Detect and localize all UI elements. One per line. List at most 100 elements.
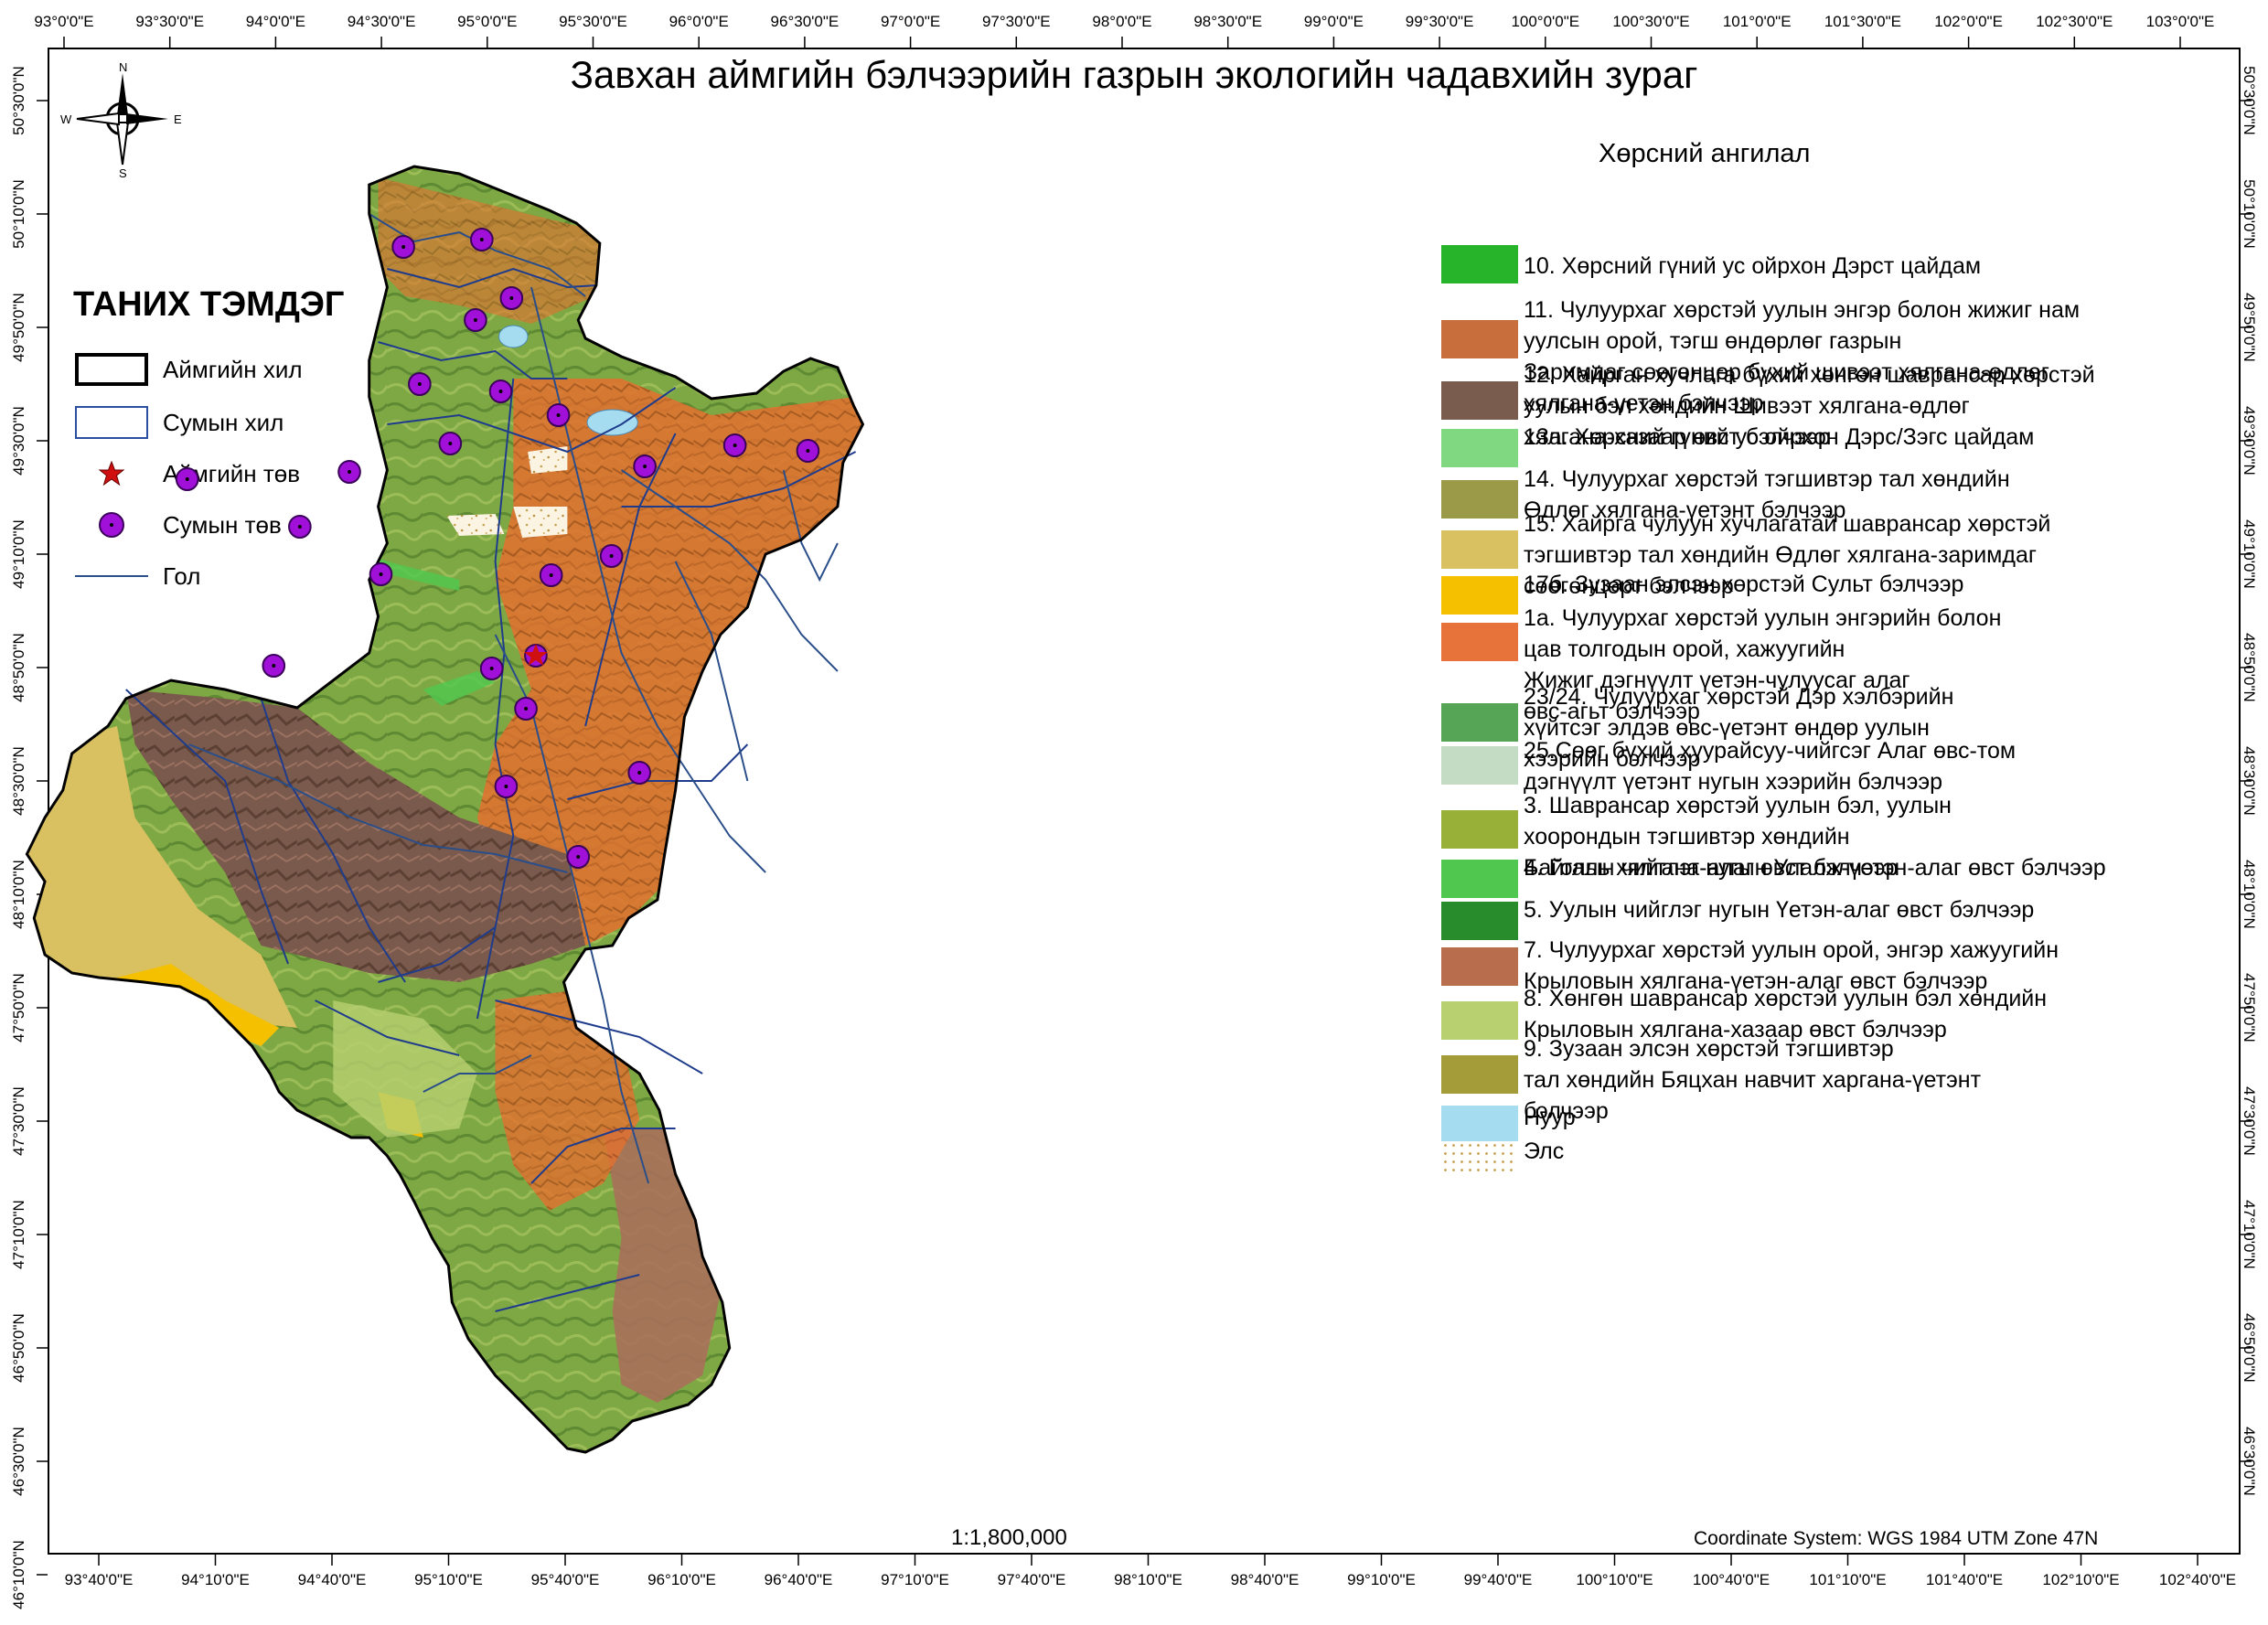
symbol-legend-heading: ТАНИХ ТЭМДЭГ [73,285,345,324]
longitude-tick-label: 98°0'0"E [1092,13,1152,30]
legend-label: 13а. Хөрсний гүний ус ойрхон Дэрс/Зэгс ц… [1524,424,2035,450]
legend-label: Гол [163,561,201,590]
sum-center-marker[interactable] [262,654,286,678]
scale-text: 1:1,800,000 [951,1525,1067,1550]
longitude-tick-label: 99°30'0"E [1405,13,1474,30]
legend-swatch [1441,1141,1518,1172]
legend-label: 4. Голын чийглэг нугын Улалж-үетэн-алаг … [1524,854,2106,881]
longitude-tick-label: 98°30'0"E [1193,13,1263,30]
legend-swatch [1441,809,1518,849]
longitude-tick-label: 94°10'0"E [181,1571,250,1588]
sum-center-marker[interactable] [337,460,361,484]
legend-swatch [1441,429,1518,467]
sum-boundaries [125,267,857,1312]
longitude-tick-label: 99°10'0"E [1347,1571,1416,1588]
sum-center-marker[interactable] [288,515,312,539]
legend-label: 8. Хөнгөн шаврансар хөрстэй уулын бэл хө… [1524,985,2048,1042]
west-label: W [60,112,72,126]
sum-center-marker[interactable] [499,286,524,310]
longitude-tick-label: 100°40'0"E [1692,1571,1771,1588]
longitude-tick-label: 99°40'0"E [1463,1571,1533,1588]
south-label: S [119,166,127,179]
longitude-tick-label: 95°10'0"E [414,1571,483,1588]
legend-swatch [1441,1105,1518,1144]
legend-label: 7. Чулуурхаг хөрстэй уулын орой, энгэр х… [1524,937,2059,994]
legend-swatch [1441,320,1518,359]
legend-swatch [1441,702,1518,742]
north-arrow-icon: N S W E [60,60,182,179]
aimag-center-marker[interactable] [524,644,548,668]
legend-label: Нуур [1524,1104,1576,1130]
soil-class-legend: Хөрсний ангилал 10. Хөрсний гүний ус ойр… [1425,135,2239,1507]
legend-swatch [1441,859,1518,898]
legend-label: Сумын төв [163,510,282,539]
red-star-icon [73,455,150,492]
sum-center-marker[interactable] [470,228,494,251]
north-label: N [119,60,127,74]
legend-swatch [1441,623,1518,661]
sum-center-marker[interactable] [488,380,513,403]
legend-swatch [1441,480,1518,519]
longitude-tick-label: 94°30'0"E [347,13,416,30]
sum-center-marker[interactable] [369,562,393,586]
sum-center-marker[interactable] [175,467,199,491]
longitude-tick-label: 102°10'0"E [2042,1571,2120,1588]
legend-swatch [1441,902,1518,940]
longitude-tick-label: 100°30'0"E [1612,13,1690,30]
sum-center-marker[interactable] [408,372,432,396]
sum-centers [175,228,820,869]
longitude-tick-label: 94°0'0"E [245,13,306,30]
longitude-tick-label: 101°0'0"E [1722,13,1792,30]
sum-center-marker[interactable] [722,433,747,457]
sum-center-marker[interactable] [391,235,415,259]
legend-label: 15. Хайрга чулуун хучлагатай шаврансар х… [1524,510,2051,599]
legend-item-sum-boundary: Сумын хил [73,404,284,441]
longitude-tick-label: 101°40'0"E [1925,1571,2004,1588]
sum-center-marker[interactable] [494,775,519,798]
legend-label: Аймгийн хил [163,355,303,383]
coordinate-system-text: Coordinate System: WGS 1984 UTM Zone 47N [1694,1528,2099,1549]
legend-swatch [1441,575,1518,615]
legend-item-river: Гол [73,558,200,594]
longitude-tick-label: 96°30'0"E [770,13,840,30]
sum-center-marker[interactable] [514,697,538,721]
legend-label: 12. Хайрган хучлага бүхий хөнгөн шавранс… [1524,361,2095,450]
sum-center-marker[interactable] [599,544,624,568]
longitude-tick-label: 95°40'0"E [530,1571,600,1588]
longitude-tick-label: 102°30'0"E [2036,13,2113,30]
longitude-tick-label: 97°40'0"E [997,1571,1066,1588]
legend-label: Сумын хил [163,408,284,436]
sum-center-marker[interactable] [627,761,652,785]
longitude-tick-label: 97°0'0"E [880,13,941,30]
legend-label: Элс [1524,1139,1565,1164]
longitude-tick-label: 93°30'0"E [135,13,205,30]
longitude-tick-label: 102°40'0"E [2158,1571,2237,1588]
legend-item-aimag-boundary: Аймгийн хил [73,351,303,388]
sum-center-marker[interactable] [796,439,820,463]
longitude-tick-label: 100°10'0"E [1576,1571,1653,1588]
sum-center-marker[interactable] [633,454,657,478]
longitude-tick-label: 103°0'0"E [2145,13,2215,30]
legend-label: 11. Чулуурхаг хөрстэй уулын энгэр болон … [1524,297,2081,417]
legend-swatch [1441,380,1518,420]
legend-label: 5. Уулын чийглэг нугын Үетэн-алаг өвст б… [1524,897,2035,923]
longitude-tick-label: 101°30'0"E [1824,13,1901,30]
aimag-boundary-symbol [73,351,150,388]
longitude-tick-label: 95°0'0"E [457,13,518,30]
legend-label: 17б. Зузаан элсэн хөрстэй Сульт бэлчээр [1524,571,1964,597]
longitude-tick-label: 102°0'0"E [1934,13,2003,30]
sum-center-marker[interactable] [539,563,563,587]
sum-center-marker[interactable] [566,845,591,869]
legend-swatch [1441,947,1518,986]
longitude-tick-label: 97°10'0"E [881,1571,949,1588]
legend-label: 9. Зузаан элсэн хөрстэй тэгшивтэр тал хө… [1524,1035,1982,1124]
sum-center-marker[interactable] [546,403,571,427]
legend-label: 1а. Чулуурхаг хөрстэй уулын энгэрийн бол… [1524,605,2002,724]
sum-center-marker[interactable] [438,432,463,455]
sum-center-marker[interactable] [479,657,504,680]
sum-center-marker[interactable] [464,308,487,332]
longitude-tick-label: 93°40'0"E [64,1571,134,1588]
map-title: Завхан аймгийн бэлчээрийн газрын экологи… [570,53,1698,96]
